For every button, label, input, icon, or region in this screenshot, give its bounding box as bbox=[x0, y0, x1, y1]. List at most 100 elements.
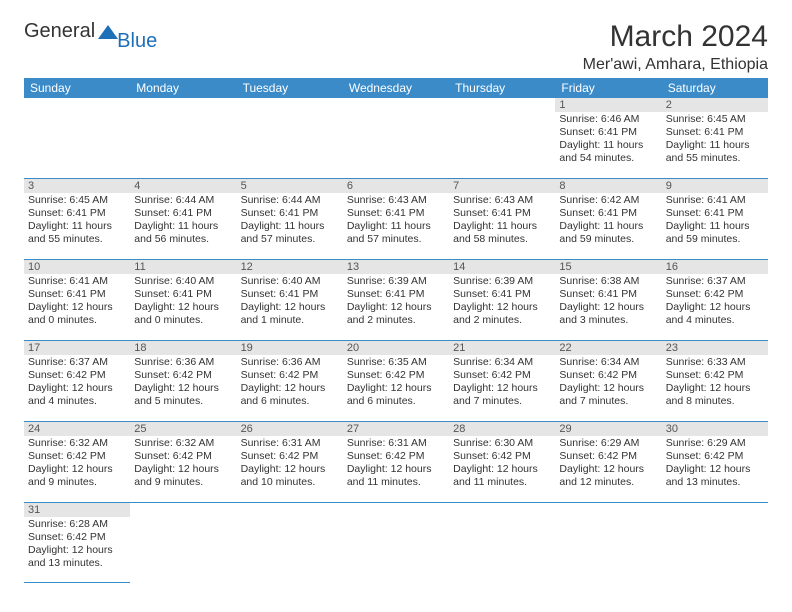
location-text: Mer'awi, Amhara, Ethiopia bbox=[583, 56, 768, 74]
daylight-text-1: Daylight: 12 hours bbox=[559, 463, 657, 476]
weekday-header-cell: Sunday bbox=[24, 78, 130, 98]
day-cell: Sunrise: 6:31 AMSunset: 6:42 PMDaylight:… bbox=[343, 436, 449, 502]
daylight-text-1: Daylight: 11 hours bbox=[559, 139, 657, 152]
day-number bbox=[343, 98, 449, 112]
daylight-text-2: and 8 minutes. bbox=[666, 395, 764, 408]
day-cell: Sunrise: 6:43 AMSunset: 6:41 PMDaylight:… bbox=[343, 193, 449, 259]
day-number bbox=[343, 503, 449, 517]
sunrise-text: Sunrise: 6:35 AM bbox=[347, 356, 445, 369]
day-number: 15 bbox=[555, 260, 661, 274]
empty-cell bbox=[343, 112, 449, 178]
sunset-text: Sunset: 6:42 PM bbox=[347, 450, 445, 463]
sunrise-text: Sunrise: 6:41 AM bbox=[666, 194, 764, 207]
daylight-text-2: and 11 minutes. bbox=[347, 476, 445, 489]
daylight-text-2: and 54 minutes. bbox=[559, 152, 657, 165]
daylight-text-2: and 57 minutes. bbox=[241, 233, 339, 246]
daylight-text-2: and 59 minutes. bbox=[666, 233, 764, 246]
sunset-text: Sunset: 6:42 PM bbox=[347, 369, 445, 382]
weekday-header-row: SundayMondayTuesdayWednesdayThursdayFrid… bbox=[24, 78, 768, 98]
week-row: Sunrise: 6:37 AMSunset: 6:42 PMDaylight:… bbox=[24, 355, 768, 422]
weekday-header-cell: Monday bbox=[130, 78, 236, 98]
day-number: 9 bbox=[662, 179, 768, 193]
day-cell: Sunrise: 6:29 AMSunset: 6:42 PMDaylight:… bbox=[662, 436, 768, 502]
sunset-text: Sunset: 6:41 PM bbox=[559, 288, 657, 301]
daylight-text-2: and 2 minutes. bbox=[347, 314, 445, 327]
day-cell: Sunrise: 6:36 AMSunset: 6:42 PMDaylight:… bbox=[130, 355, 236, 421]
day-cell: Sunrise: 6:33 AMSunset: 6:42 PMDaylight:… bbox=[662, 355, 768, 421]
daylight-text-2: and 1 minute. bbox=[241, 314, 339, 327]
daylight-text-2: and 56 minutes. bbox=[134, 233, 232, 246]
day-number: 28 bbox=[449, 422, 555, 436]
daylight-text-2: and 4 minutes. bbox=[28, 395, 126, 408]
day-number: 5 bbox=[237, 179, 343, 193]
sunrise-text: Sunrise: 6:28 AM bbox=[28, 518, 126, 531]
daylight-text-1: Daylight: 11 hours bbox=[134, 220, 232, 233]
daylight-text-2: and 13 minutes. bbox=[666, 476, 764, 489]
empty-cell bbox=[24, 112, 130, 178]
sunset-text: Sunset: 6:42 PM bbox=[28, 531, 126, 544]
daylight-text-2: and 55 minutes. bbox=[666, 152, 764, 165]
sunset-text: Sunset: 6:41 PM bbox=[347, 288, 445, 301]
daylight-text-2: and 12 minutes. bbox=[559, 476, 657, 489]
daylight-text-2: and 7 minutes. bbox=[559, 395, 657, 408]
sunset-text: Sunset: 6:42 PM bbox=[666, 288, 764, 301]
day-cell: Sunrise: 6:34 AMSunset: 6:42 PMDaylight:… bbox=[449, 355, 555, 421]
day-number bbox=[449, 98, 555, 112]
daylight-text-2: and 2 minutes. bbox=[453, 314, 551, 327]
title-block: March 2024 Mer'awi, Amhara, Ethiopia bbox=[583, 20, 768, 74]
sunset-text: Sunset: 6:41 PM bbox=[241, 207, 339, 220]
day-number: 24 bbox=[24, 422, 130, 436]
sunrise-text: Sunrise: 6:31 AM bbox=[347, 437, 445, 450]
weekday-header-cell: Saturday bbox=[662, 78, 768, 98]
day-number bbox=[662, 503, 768, 517]
daynum-row: 3456789 bbox=[24, 179, 768, 193]
daynum-row: 31 bbox=[24, 503, 768, 517]
daylight-text-2: and 58 minutes. bbox=[453, 233, 551, 246]
day-number bbox=[24, 98, 130, 112]
daynum-row: 17181920212223 bbox=[24, 341, 768, 355]
daylight-text-1: Daylight: 12 hours bbox=[347, 382, 445, 395]
day-number: 26 bbox=[237, 422, 343, 436]
daylight-text-1: Daylight: 11 hours bbox=[666, 220, 764, 233]
day-cell: Sunrise: 6:44 AMSunset: 6:41 PMDaylight:… bbox=[130, 193, 236, 259]
day-number bbox=[130, 503, 236, 517]
sunrise-text: Sunrise: 6:45 AM bbox=[666, 113, 764, 126]
day-cell: Sunrise: 6:37 AMSunset: 6:42 PMDaylight:… bbox=[24, 355, 130, 421]
sunset-text: Sunset: 6:41 PM bbox=[28, 288, 126, 301]
sunrise-text: Sunrise: 6:29 AM bbox=[559, 437, 657, 450]
sunset-text: Sunset: 6:41 PM bbox=[666, 207, 764, 220]
daylight-text-2: and 59 minutes. bbox=[559, 233, 657, 246]
sunset-text: Sunset: 6:42 PM bbox=[134, 450, 232, 463]
sunset-text: Sunset: 6:42 PM bbox=[559, 450, 657, 463]
day-number: 22 bbox=[555, 341, 661, 355]
daylight-text-1: Daylight: 12 hours bbox=[453, 463, 551, 476]
sunrise-text: Sunrise: 6:43 AM bbox=[347, 194, 445, 207]
daylight-text-1: Daylight: 12 hours bbox=[559, 382, 657, 395]
sunrise-text: Sunrise: 6:36 AM bbox=[241, 356, 339, 369]
sunrise-text: Sunrise: 6:32 AM bbox=[134, 437, 232, 450]
sunset-text: Sunset: 6:41 PM bbox=[453, 207, 551, 220]
day-cell: Sunrise: 6:41 AMSunset: 6:41 PMDaylight:… bbox=[24, 274, 130, 340]
daylight-text-2: and 0 minutes. bbox=[28, 314, 126, 327]
day-number: 3 bbox=[24, 179, 130, 193]
sunrise-text: Sunrise: 6:30 AM bbox=[453, 437, 551, 450]
day-number: 25 bbox=[130, 422, 236, 436]
daylight-text-2: and 9 minutes. bbox=[28, 476, 126, 489]
daylight-text-1: Daylight: 12 hours bbox=[241, 301, 339, 314]
empty-cell bbox=[449, 112, 555, 178]
daylight-text-2: and 6 minutes. bbox=[347, 395, 445, 408]
day-cell: Sunrise: 6:29 AMSunset: 6:42 PMDaylight:… bbox=[555, 436, 661, 502]
sunset-text: Sunset: 6:41 PM bbox=[134, 207, 232, 220]
daylight-text-1: Daylight: 11 hours bbox=[347, 220, 445, 233]
logo-triangle-icon bbox=[97, 23, 119, 41]
daylight-text-1: Daylight: 12 hours bbox=[28, 544, 126, 557]
sunset-text: Sunset: 6:41 PM bbox=[559, 207, 657, 220]
day-number: 21 bbox=[449, 341, 555, 355]
daylight-text-1: Daylight: 12 hours bbox=[241, 382, 339, 395]
day-cell: Sunrise: 6:31 AMSunset: 6:42 PMDaylight:… bbox=[237, 436, 343, 502]
sunrise-text: Sunrise: 6:34 AM bbox=[453, 356, 551, 369]
day-cell: Sunrise: 6:45 AMSunset: 6:41 PMDaylight:… bbox=[662, 112, 768, 178]
daylight-text-1: Daylight: 12 hours bbox=[28, 301, 126, 314]
day-cell: Sunrise: 6:41 AMSunset: 6:41 PMDaylight:… bbox=[662, 193, 768, 259]
daylight-text-1: Daylight: 12 hours bbox=[241, 463, 339, 476]
